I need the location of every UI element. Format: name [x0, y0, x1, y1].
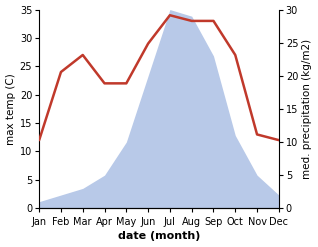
Y-axis label: max temp (C): max temp (C) [5, 73, 16, 145]
X-axis label: date (month): date (month) [118, 231, 200, 242]
Y-axis label: med. precipitation (kg/m2): med. precipitation (kg/m2) [302, 39, 313, 179]
